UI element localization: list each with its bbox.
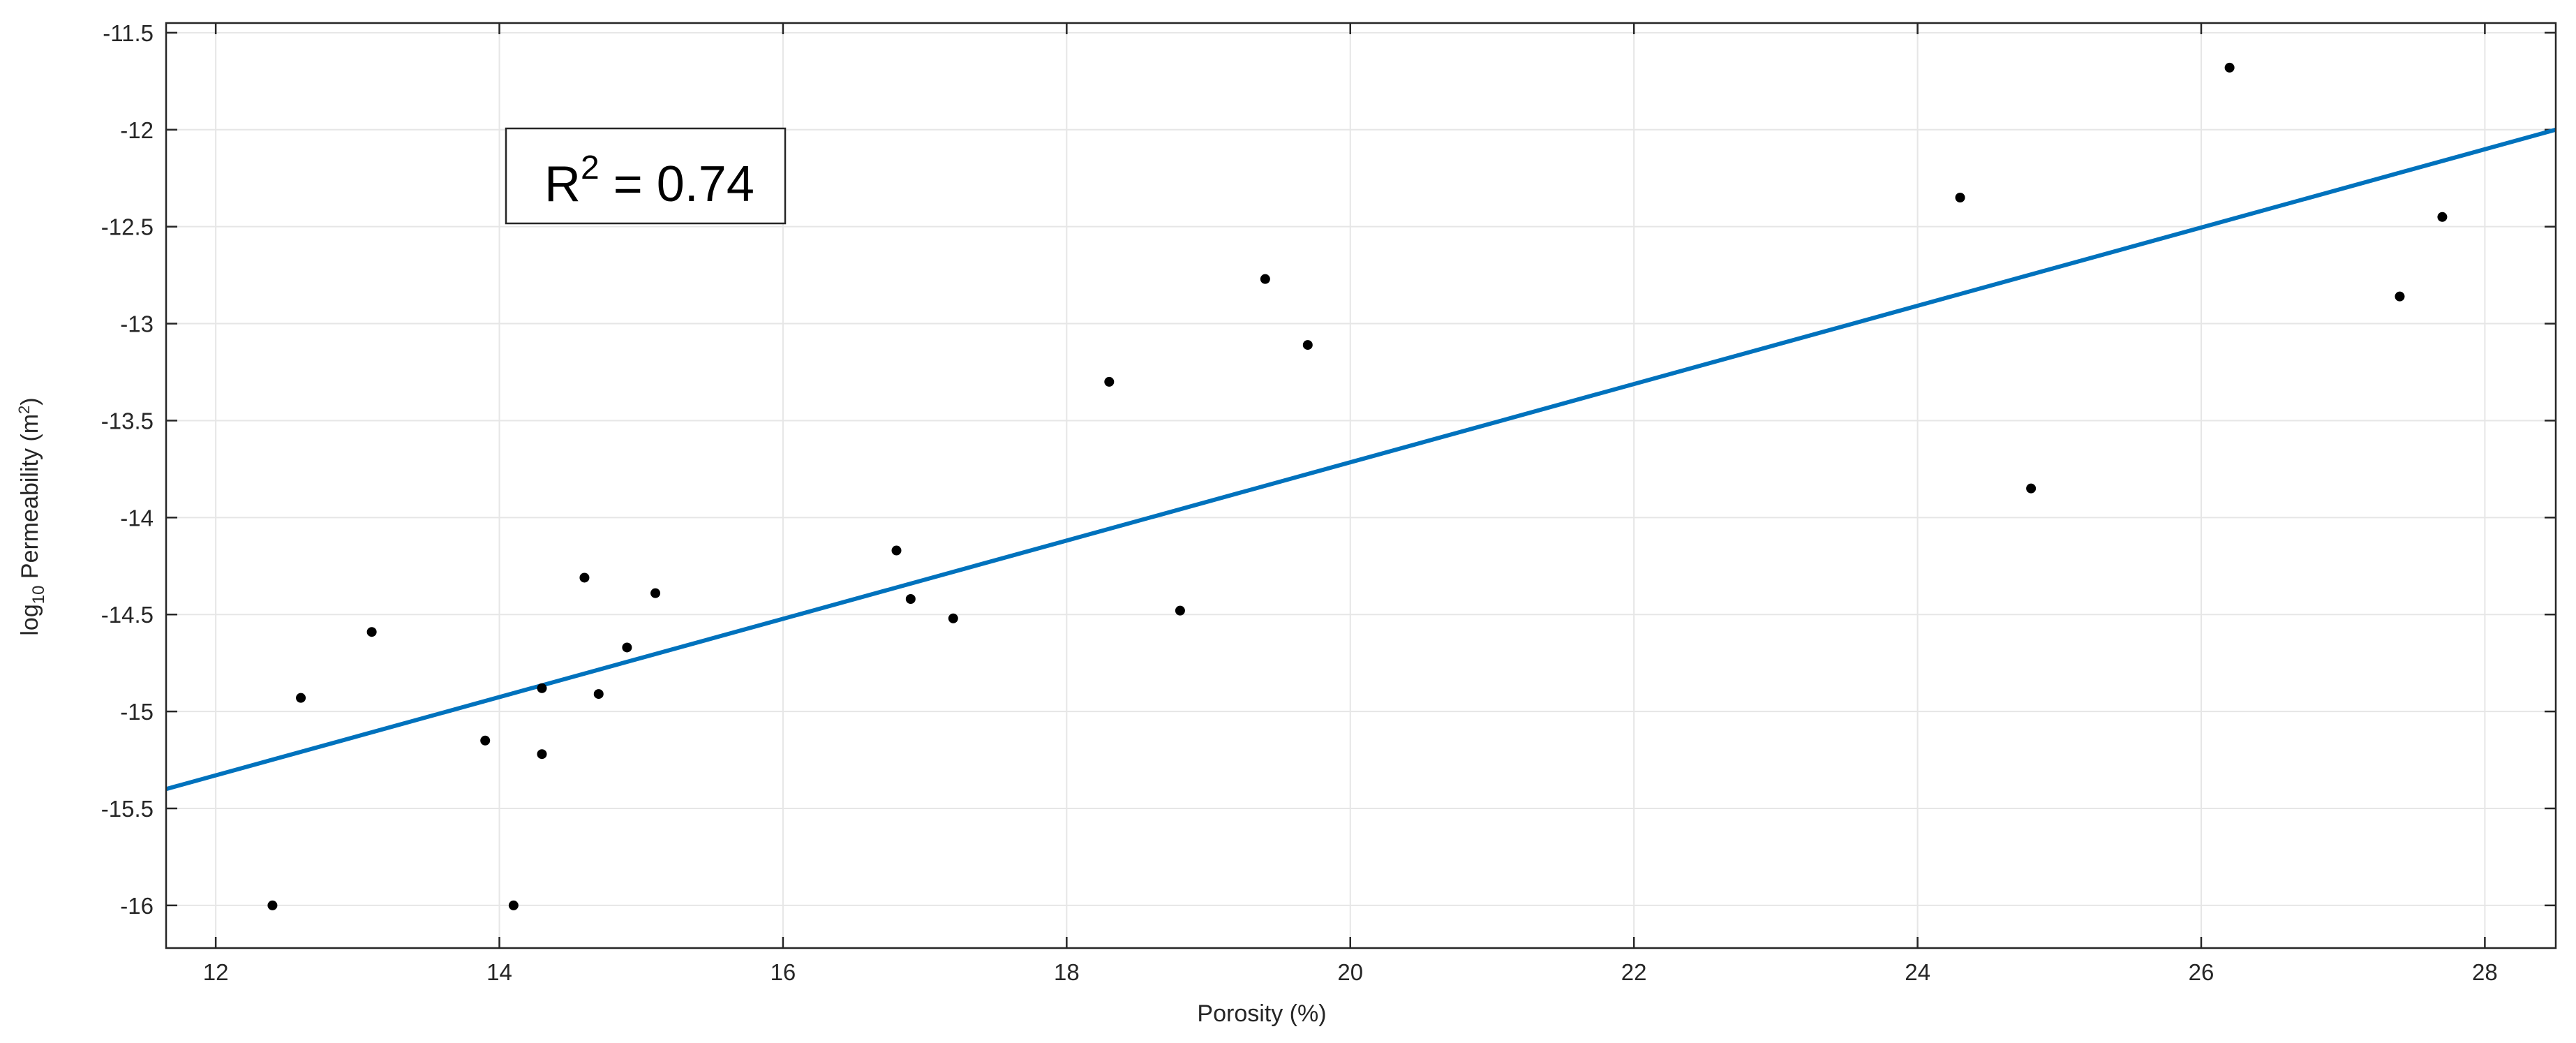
data-point [2437,212,2448,222]
y-axis-label: log10 Permeability (m2) [15,397,48,635]
x-tick-label: 14 [486,959,512,985]
data-point [905,594,916,604]
y-tick-label: -11.5 [103,20,154,46]
data-point [366,627,377,637]
data-point [508,900,519,910]
x-tick-label: 22 [1621,959,1647,985]
data-point [2224,62,2235,73]
data-point [1260,274,1270,284]
regression-line [165,127,2556,792]
y-tick-label: -12 [120,117,154,143]
data-point [1955,193,1965,202]
data-point [480,735,491,746]
data-point [296,693,306,703]
axes-box [165,22,2557,949]
x-axis-ticks: 12 14 16 18 20 22 24 26 28 [203,23,2498,985]
data-point [948,613,958,623]
y-tick-label: -12.5 [101,214,154,240]
annotation-box [505,127,787,225]
y-tick-label: -15 [120,699,154,725]
x-tick-label: 28 [2472,959,2498,985]
x-tick-label: 24 [1905,959,1930,985]
data-point [1104,376,1115,387]
data-point [650,588,661,598]
r-squared-annotation: R2 = 0.74 [505,127,787,225]
data-points [267,62,2448,910]
grid-lines [166,23,2556,948]
data-point [579,572,590,583]
x-tick-label: 20 [1337,959,1363,985]
data-point [1302,340,1313,350]
data-point [2026,483,2037,494]
y-tick-label: -16 [120,893,154,919]
x-tick-label: 12 [203,959,229,985]
x-tick-label: 26 [2189,959,2214,985]
annotation-text: R2 = 0.74 [544,149,754,212]
x-tick-label: 16 [770,959,796,985]
data-point [537,683,547,693]
data-point [891,545,902,556]
y-tick-label: -13.5 [101,408,154,434]
y-tick-label: -14 [120,505,154,531]
x-axis-label: Porosity (%) [1197,1000,1326,1027]
x-tick-label: 18 [1054,959,1080,985]
data-point [622,642,632,653]
data-point [1175,605,1185,616]
data-point [267,900,278,910]
y-tick-label: -13 [120,311,154,337]
y-axis-ticks: -16 -15.5 -15 -14.5 -14 -13.5 -13 -12.5 -12 -11.5 [101,20,2556,919]
y-tick-label: -14.5 [101,602,154,628]
data-point [2395,291,2405,302]
data-point [537,749,547,760]
y-tick-label: -15.5 [101,796,154,822]
data-point [593,689,604,700]
